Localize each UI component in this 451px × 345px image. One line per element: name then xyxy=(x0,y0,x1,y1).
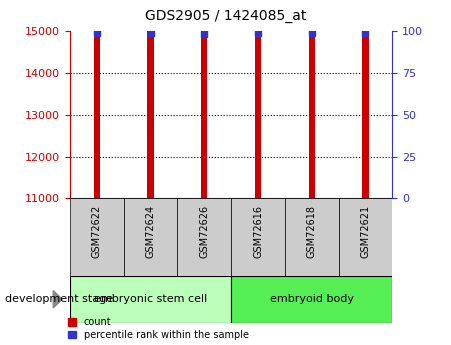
Text: embryoid body: embryoid body xyxy=(270,294,354,304)
Legend: count, percentile rank within the sample: count, percentile rank within the sample xyxy=(68,317,249,340)
Text: GSM72626: GSM72626 xyxy=(199,205,209,258)
Text: GSM72616: GSM72616 xyxy=(253,205,263,258)
Bar xyxy=(147,0,154,198)
Point xyxy=(147,30,154,36)
Text: GSM72621: GSM72621 xyxy=(360,205,371,258)
Bar xyxy=(231,276,392,323)
Point xyxy=(93,30,101,36)
Bar xyxy=(339,198,392,276)
Point xyxy=(254,30,262,36)
Text: GSM72618: GSM72618 xyxy=(307,205,317,258)
Text: embryonic stem cell: embryonic stem cell xyxy=(94,294,207,304)
Text: development stage: development stage xyxy=(5,294,113,304)
Point xyxy=(362,30,369,36)
Bar xyxy=(308,0,315,198)
Text: GDS2905 / 1424085_at: GDS2905 / 1424085_at xyxy=(145,9,306,23)
Polygon shape xyxy=(53,290,62,308)
Point xyxy=(308,30,315,36)
Text: GSM72624: GSM72624 xyxy=(146,205,156,258)
Bar xyxy=(93,0,100,198)
Bar xyxy=(231,198,285,276)
Bar xyxy=(124,198,177,276)
Bar xyxy=(285,198,339,276)
Text: GSM72622: GSM72622 xyxy=(92,205,102,258)
Point xyxy=(201,32,208,37)
Bar xyxy=(362,0,369,198)
Bar xyxy=(177,198,231,276)
Bar xyxy=(70,198,124,276)
Bar xyxy=(70,276,231,323)
Bar xyxy=(201,0,207,198)
Bar xyxy=(255,0,261,198)
